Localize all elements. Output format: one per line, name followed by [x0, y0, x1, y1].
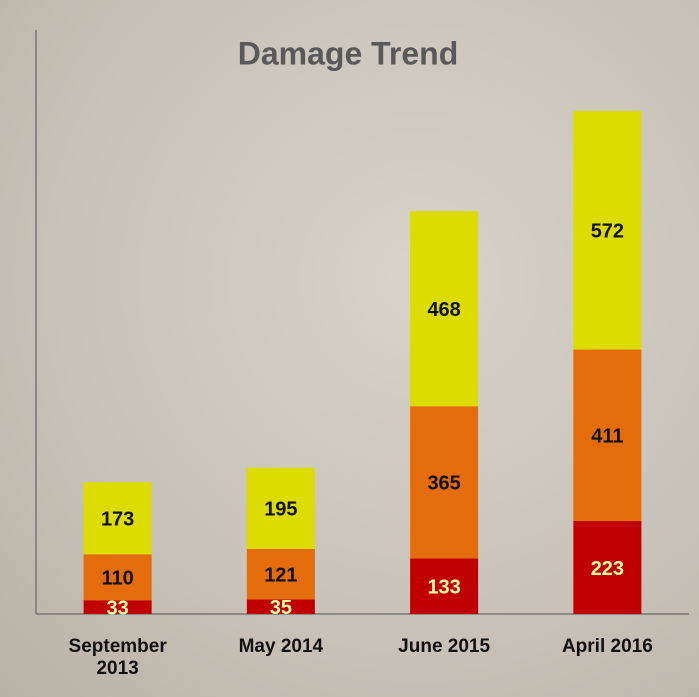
- value-label: 223: [591, 558, 624, 580]
- value-label: 33: [107, 597, 129, 619]
- page: Damage Trend 33 110 173 35 121 195 133 365 468 22…: [0, 0, 699, 697]
- value-label: 133: [427, 577, 460, 599]
- value-label: 468: [427, 299, 460, 321]
- x-tick-label: June 2015: [374, 636, 514, 658]
- value-label: 121: [264, 564, 297, 586]
- x-tick-label: September 2013: [48, 636, 188, 680]
- value-label: 195: [264, 499, 297, 521]
- value-label: 572: [591, 221, 624, 243]
- x-tick-label: April 2016: [537, 636, 677, 658]
- value-label: 110: [101, 568, 133, 590]
- chart-title: Damage Trend: [238, 35, 459, 71]
- x-tick-label: May 2014: [211, 636, 351, 658]
- chart: Damage Trend 33 110 173 35 121 195 133 365 468 22…: [0, 0, 699, 697]
- value-label: 35: [270, 597, 292, 619]
- value-label: 411: [591, 426, 623, 448]
- value-label: 365: [427, 473, 460, 495]
- value-label: 173: [101, 509, 134, 531]
